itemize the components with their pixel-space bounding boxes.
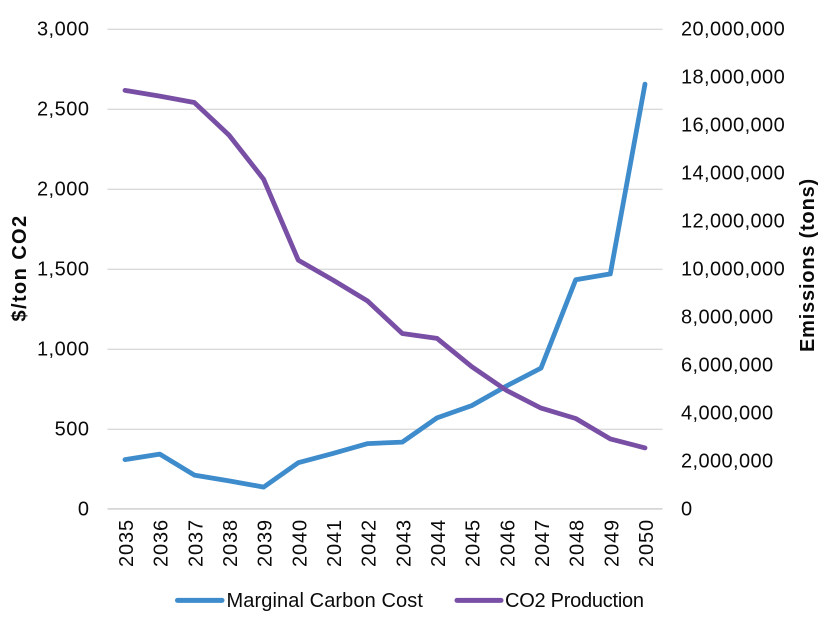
svg-text:2,500: 2,500 (37, 98, 90, 120)
svg-text:18,000,000: 18,000,000 (681, 66, 785, 88)
svg-text:2039: 2039 (255, 519, 277, 567)
svg-text:CO2 Production: CO2 Production (505, 590, 644, 612)
svg-text:2035: 2035 (116, 519, 138, 567)
svg-text:2041: 2041 (324, 519, 346, 567)
svg-text:2040: 2040 (289, 519, 311, 567)
svg-text:8,000,000: 8,000,000 (681, 306, 774, 328)
svg-text:16,000,000: 16,000,000 (681, 114, 785, 136)
svg-text:2037: 2037 (185, 519, 207, 567)
svg-text:3,000: 3,000 (37, 18, 90, 40)
svg-text:20,000,000: 20,000,000 (681, 18, 785, 40)
svg-text:500: 500 (55, 418, 90, 440)
svg-text:2,000,000: 2,000,000 (681, 450, 774, 472)
svg-text:2,000: 2,000 (37, 178, 90, 200)
svg-text:$/ton CO2: $/ton CO2 (9, 214, 31, 321)
svg-text:4,000,000: 4,000,000 (681, 402, 774, 424)
svg-text:2050: 2050 (636, 519, 658, 567)
svg-text:12,000,000: 12,000,000 (681, 210, 785, 232)
svg-text:14,000,000: 14,000,000 (681, 162, 785, 184)
svg-text:2043: 2043 (393, 519, 415, 567)
svg-text:1,500: 1,500 (37, 258, 90, 280)
svg-text:2049: 2049 (601, 519, 623, 567)
svg-text:0: 0 (681, 498, 693, 520)
svg-text:Marginal Carbon Cost: Marginal Carbon Cost (227, 590, 424, 612)
svg-text:2046: 2046 (497, 519, 519, 567)
svg-text:0: 0 (78, 498, 90, 520)
svg-text:2048: 2048 (567, 519, 589, 567)
svg-text:2038: 2038 (220, 519, 242, 567)
svg-text:2044: 2044 (428, 519, 450, 567)
svg-text:10,000,000: 10,000,000 (681, 258, 785, 280)
svg-text:Emissions (tons): Emissions (tons) (797, 178, 819, 352)
svg-text:2047: 2047 (532, 519, 554, 567)
svg-text:2042: 2042 (359, 519, 381, 567)
svg-text:2045: 2045 (463, 519, 485, 567)
svg-text:2036: 2036 (151, 519, 173, 567)
svg-text:6,000,000: 6,000,000 (681, 354, 774, 376)
svg-text:1,000: 1,000 (37, 338, 90, 360)
